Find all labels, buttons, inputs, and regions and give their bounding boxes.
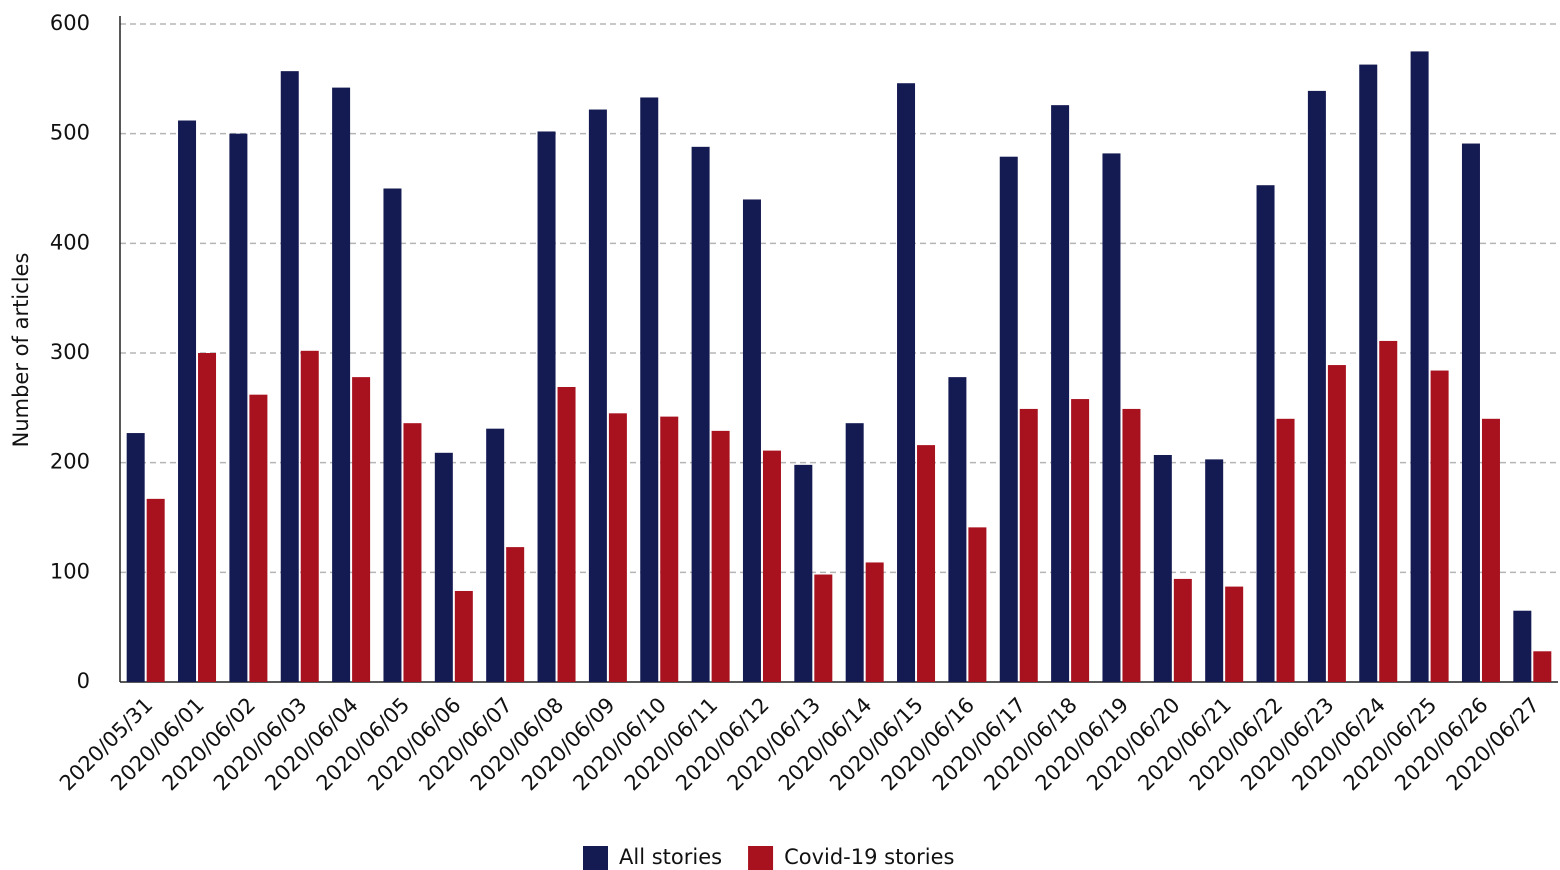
bar [897,83,916,683]
y-tick-label: 300 [50,340,90,364]
legend-swatch [748,846,774,870]
bar [1461,143,1480,682]
bar [486,428,505,682]
bar [691,146,710,682]
bar [1359,64,1378,683]
bar [1102,153,1121,682]
bar [506,547,525,682]
bar [794,464,813,682]
y-tick-label: 500 [50,121,90,145]
y-axis-label: Number of articles [9,253,33,448]
bar [1051,105,1070,683]
bar [1225,586,1244,682]
bar [352,377,371,682]
bar [1173,578,1192,682]
bar [762,450,781,682]
bar [588,109,607,683]
bar [146,498,165,682]
bar [332,87,351,682]
bar [711,430,730,682]
bar [1205,459,1224,682]
bar [229,133,248,682]
bar [1071,399,1090,682]
bar [1430,370,1449,682]
bar [1481,418,1500,682]
bar [1256,185,1275,682]
bar [1533,651,1552,682]
y-tick-label: 600 [50,11,90,35]
bar [608,413,627,682]
bar [865,562,884,682]
bar [1327,365,1346,682]
bar [968,527,987,682]
bar [1513,610,1532,682]
bar [660,416,679,682]
legend-label: Covid-19 stories [784,845,954,869]
y-tick-label: 200 [50,450,90,474]
bar [917,445,936,682]
legend-swatch [583,846,608,870]
bar [640,97,659,682]
bar [178,120,197,683]
bar [249,394,268,682]
bar [999,156,1018,683]
bar [537,131,556,682]
bar [300,350,319,682]
bar [1307,90,1326,682]
y-tick-label: 100 [50,559,90,583]
bar [1410,51,1429,682]
bar [1122,408,1141,682]
bar [814,574,833,682]
bar [948,377,967,682]
bar [280,71,299,682]
bar [742,199,761,682]
y-tick-label: 0 [77,669,90,693]
bar [198,353,217,682]
bar [1276,418,1295,682]
bar [383,188,402,682]
y-tick-label: 400 [50,230,90,254]
bar [1379,340,1398,682]
bar [126,433,145,682]
bar [1153,454,1172,682]
bar [454,590,473,682]
bar [434,452,453,682]
legend-label: All stories [619,845,722,869]
bar [1019,408,1038,682]
bar [403,423,422,682]
bar [557,386,576,682]
bar [845,423,864,682]
